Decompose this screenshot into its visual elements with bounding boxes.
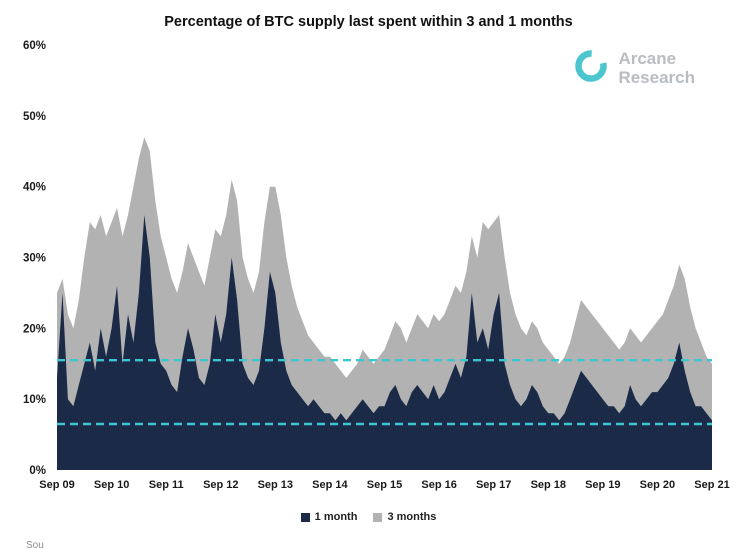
y-tick-label: 60%	[23, 40, 46, 52]
chart-legend: 1 month 3 months	[0, 511, 737, 523]
legend-item-1-month: 1 month	[300, 511, 358, 523]
x-tick-label: Sep 18	[531, 479, 566, 491]
x-tick-label: Sep 13	[258, 479, 293, 491]
x-tick-label: Sep 10	[94, 479, 129, 491]
legend-label-1-month: 1 month	[314, 511, 358, 523]
series-area-1-month	[57, 215, 712, 470]
brand-text: Arcane Research	[618, 48, 695, 87]
x-tick-label: Sep 09	[39, 479, 74, 491]
y-tick-label: 30%	[23, 253, 46, 265]
x-tick-label: Sep 17	[476, 479, 511, 491]
y-tick-label: 10%	[23, 394, 46, 406]
source-footnote: Sou	[26, 540, 44, 549]
y-tick-label: 0%	[29, 465, 46, 477]
x-tick-label: Sep 20	[640, 479, 675, 491]
brand-line1: Arcane	[618, 48, 677, 68]
x-tick-label: Sep 15	[367, 479, 402, 491]
brand-block: Arcane Research	[573, 48, 695, 89]
y-tick-label: 50%	[23, 111, 46, 123]
chart-title: Percentage of BTC supply last spent with…	[164, 14, 573, 30]
y-tick-label: 40%	[23, 182, 46, 194]
y-tick-label: 20%	[23, 323, 46, 335]
x-tick-label: Sep 12	[203, 479, 238, 491]
legend-item-3-months: 3 months	[373, 511, 436, 523]
arcane-logo-icon	[573, 48, 609, 89]
legend-swatch-1-month	[300, 512, 310, 522]
x-tick-label: Sep 16	[421, 479, 456, 491]
x-tick-label: Sep 19	[585, 479, 620, 491]
x-tick-label: Sep 14	[312, 479, 348, 491]
x-tick-label: Sep 21	[694, 479, 729, 491]
brand-line2: Research	[618, 67, 695, 87]
legend-label-3-months: 3 months	[387, 511, 437, 523]
x-tick-label: Sep 11	[149, 479, 184, 491]
legend-swatch-3-months	[373, 512, 383, 522]
